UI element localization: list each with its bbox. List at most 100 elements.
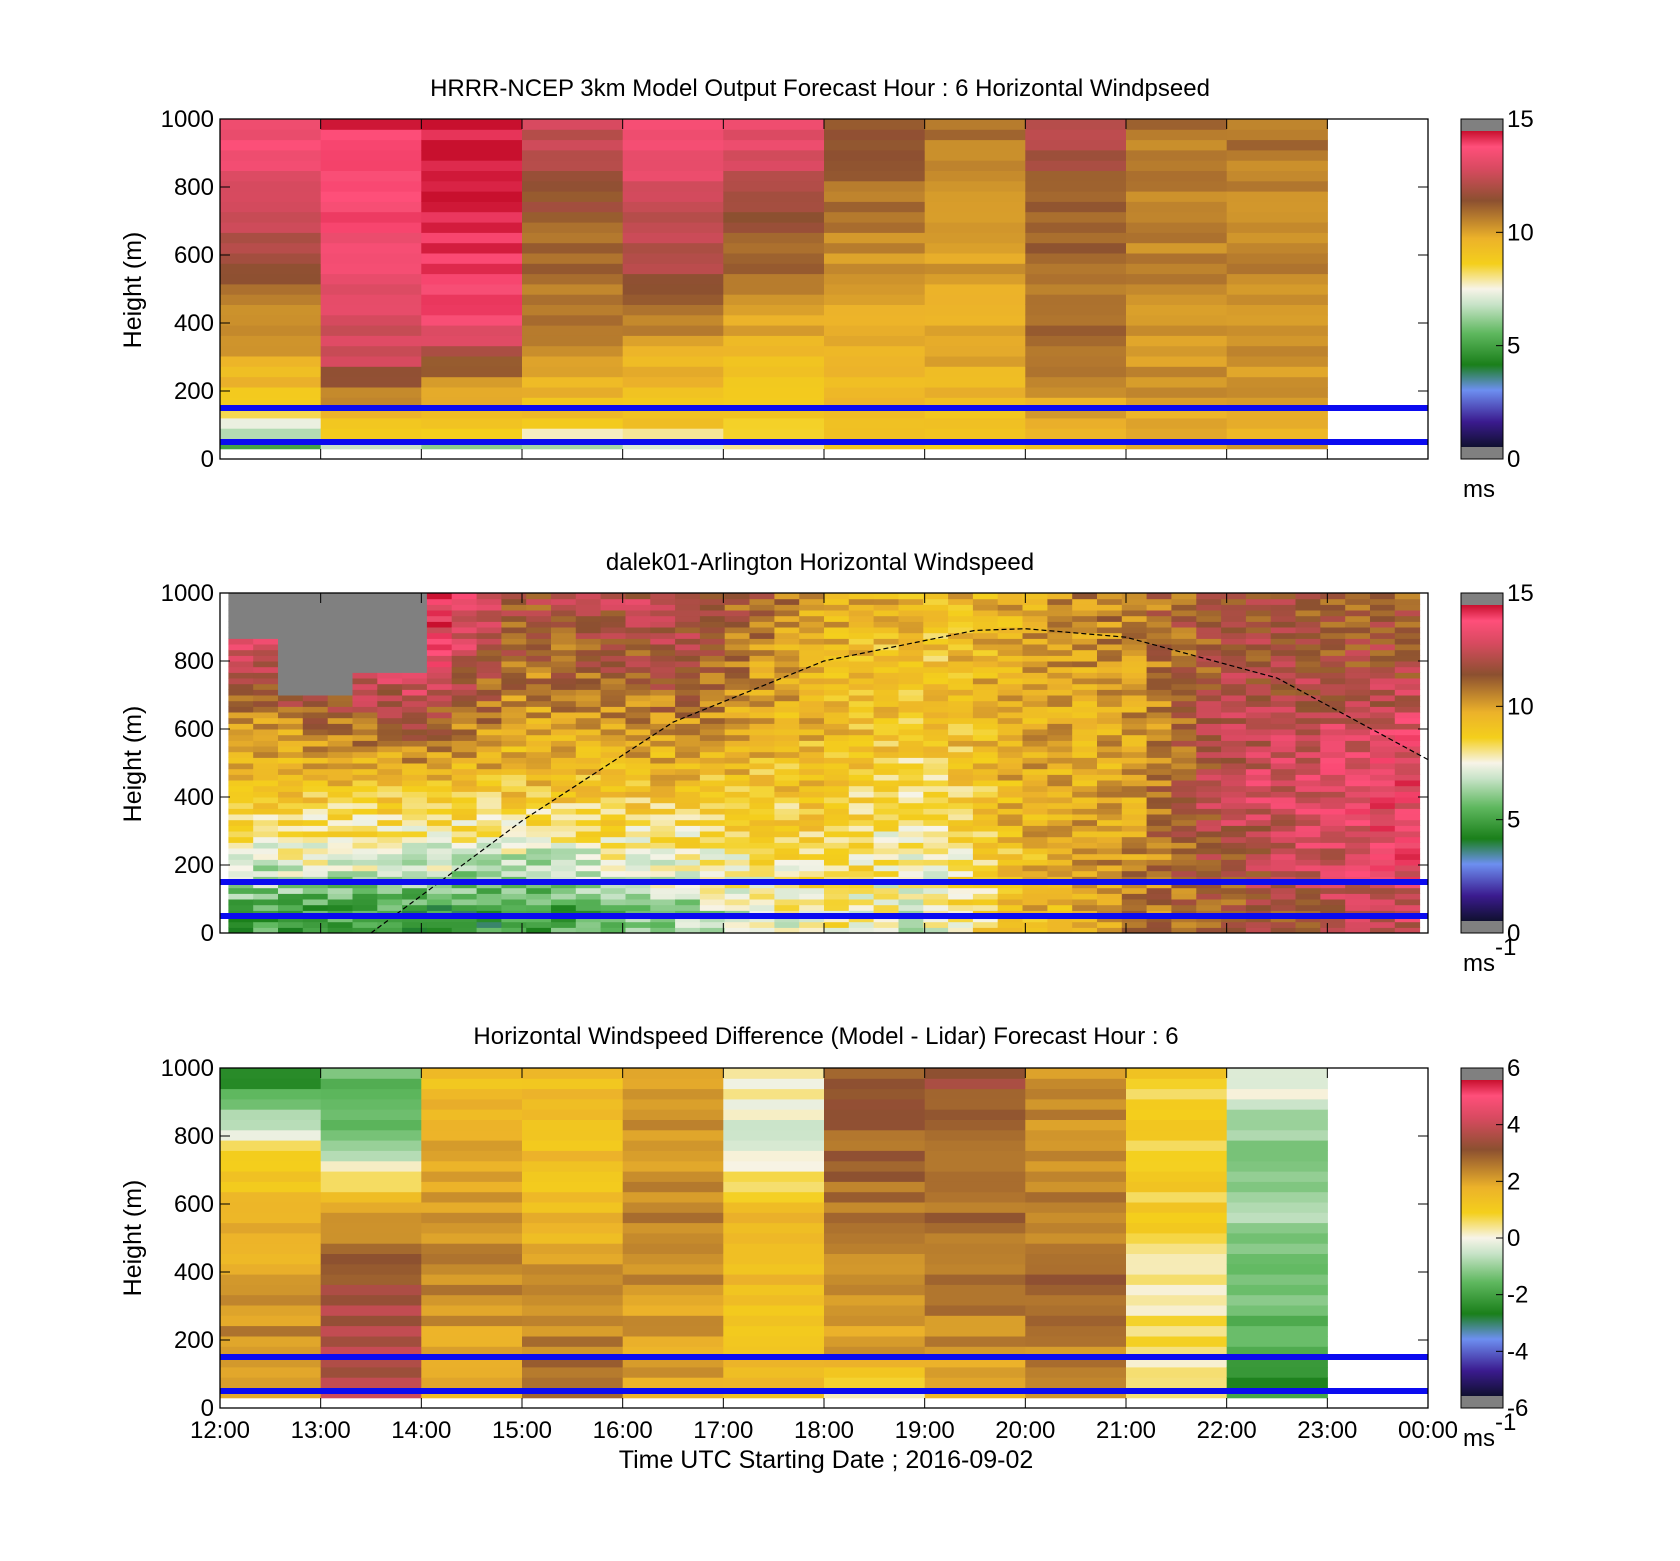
heatmap-cell: [526, 644, 552, 651]
heatmap-cell: [1097, 899, 1123, 906]
heatmap-cell: [220, 1191, 322, 1203]
heatmap-cell: [426, 678, 453, 685]
heatmap-cell: [1097, 791, 1123, 798]
heatmap-cell: [848, 853, 875, 860]
heatmap-cell: [1320, 870, 1346, 877]
heatmap-cell: [1345, 921, 1371, 928]
heatmap-cell: [426, 593, 453, 600]
heatmap-cell: [1047, 848, 1073, 855]
heatmap-cell: [972, 740, 999, 747]
heatmap-cell: [898, 706, 924, 713]
heatmap-cell: [1126, 397, 1228, 409]
heatmap-cell: [551, 751, 577, 758]
heatmap-cell: [575, 627, 602, 634]
heatmap-cell: [824, 865, 850, 872]
heatmap-cell: [1072, 825, 1098, 832]
x-tick-label: 13:00: [291, 1417, 351, 1444]
heatmap-cell: [1097, 655, 1123, 662]
heatmap-cell: [898, 921, 924, 928]
heatmap-cell: [650, 593, 676, 600]
heatmap-cell: [1245, 904, 1272, 911]
heatmap-cell: [873, 836, 899, 843]
heatmap-cell: [327, 780, 353, 787]
heatmap-cell: [228, 797, 254, 804]
heatmap-cell: [1047, 632, 1073, 639]
heatmap-cell: [1171, 700, 1197, 707]
heatmap-cell: [898, 678, 924, 685]
heatmap-cell: [451, 763, 477, 770]
heatmap-cell: [749, 797, 775, 804]
heatmap-cell: [551, 638, 577, 645]
heatmap-cell: [526, 621, 552, 628]
heatmap-cell: [1345, 712, 1371, 719]
heatmap-cell: [1270, 774, 1296, 781]
heatmap-cell: [997, 610, 1023, 617]
heatmap-cell: [1320, 598, 1346, 605]
heatmap-cell: [421, 1088, 523, 1100]
heatmap-cell: [1345, 632, 1371, 639]
heatmap-cell: [1047, 683, 1073, 690]
heatmap-cell: [1126, 356, 1228, 367]
heatmap-cell: [824, 627, 850, 634]
heatmap-cell: [724, 712, 750, 719]
heatmap-cell: [1097, 740, 1123, 747]
heatmap-cell: [898, 763, 924, 770]
heatmap-cell: [723, 1078, 825, 1090]
heatmap-cell: [1320, 825, 1346, 832]
heatmap-cell: [526, 853, 552, 860]
heatmap-cell: [625, 870, 651, 877]
heatmap-cell: [575, 621, 602, 628]
heatmap-cell: [824, 1088, 926, 1100]
heatmap-cell: [824, 785, 850, 792]
heatmap-cell: [675, 655, 701, 662]
heatmap-cell: [1295, 893, 1321, 900]
heatmap-cell: [1025, 428, 1127, 439]
heatmap-cell: [302, 678, 329, 685]
heatmap-cell: [848, 706, 875, 713]
heatmap-cell: [997, 655, 1023, 662]
heatmap-cell: [924, 242, 1026, 254]
heatmap-cell: [1097, 598, 1123, 605]
heatmap-cell: [522, 1212, 624, 1224]
heatmap-cell: [774, 638, 800, 645]
heatmap-cell: [1146, 740, 1172, 747]
heatmap-cell: [575, 610, 602, 617]
heatmap-cell: [302, 921, 329, 928]
heatmap-cell: [1295, 774, 1321, 781]
heatmap-cell: [723, 366, 825, 378]
heatmap-cell: [501, 615, 527, 622]
heatmap-cell: [1270, 706, 1296, 713]
heatmap-cell: [898, 853, 924, 860]
heatmap-cell: [551, 797, 577, 804]
heatmap-cell: [551, 661, 577, 668]
heatmap-cell: [1171, 870, 1197, 877]
heatmap-cell: [824, 170, 926, 182]
heatmap-cell: [1320, 712, 1346, 719]
heatmap-cell: [476, 598, 502, 605]
heatmap-cell: [501, 672, 527, 679]
heatmap-cell: [1226, 1336, 1328, 1347]
heatmap-cell: [320, 129, 422, 141]
heatmap-cell: [824, 139, 926, 151]
heatmap-cell: [476, 615, 502, 622]
heatmap-cell: [1394, 808, 1421, 815]
heatmap-cell: [476, 723, 502, 730]
heatmap-cell: [1370, 882, 1396, 889]
heatmap-cell: [352, 649, 378, 656]
heatmap-cell: [327, 916, 353, 923]
heatmap-cell: [1320, 802, 1346, 809]
heatmap-cell: [1245, 791, 1272, 798]
heatmap-cell: [1072, 785, 1098, 792]
heatmap-cell: [451, 853, 477, 860]
heatmap-cell: [522, 232, 624, 244]
heatmap-cell: [675, 825, 701, 832]
heatmap-cell: [972, 808, 999, 815]
heatmap-cell: [575, 655, 602, 662]
heatmap-cell: [1171, 797, 1197, 804]
heatmap-cell: [551, 927, 577, 934]
heatmap-cell: [723, 1202, 825, 1213]
heatmap-cell: [1121, 797, 1148, 804]
heatmap-cell: [1345, 729, 1371, 736]
heatmap-cell: [799, 797, 825, 804]
heatmap-cell: [1025, 1325, 1127, 1337]
